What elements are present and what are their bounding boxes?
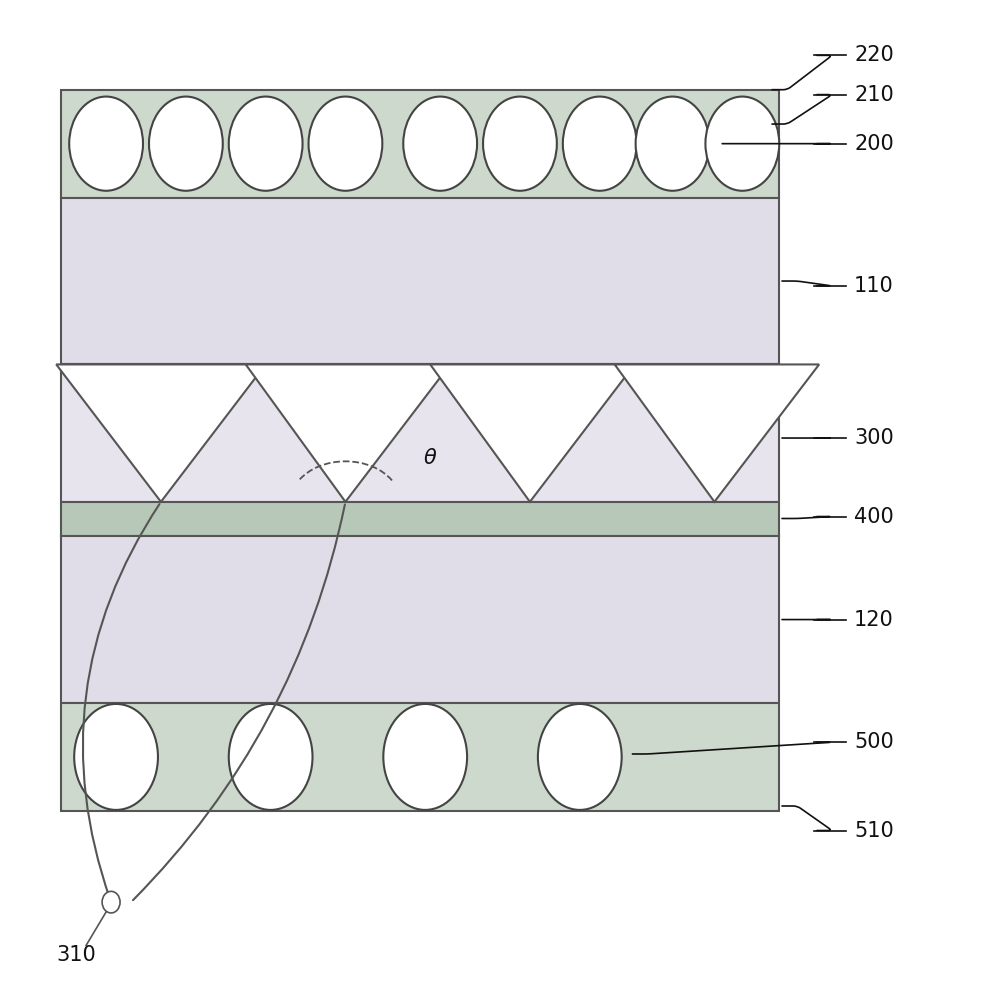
Polygon shape (56, 364, 266, 502)
Ellipse shape (403, 96, 477, 191)
Text: 400: 400 (854, 507, 894, 526)
Bar (61, 536, 779, 703)
Text: 110: 110 (854, 276, 894, 296)
Text: $\theta$: $\theta$ (423, 448, 437, 467)
Polygon shape (615, 364, 819, 502)
Text: 210: 210 (854, 85, 894, 104)
Ellipse shape (309, 96, 382, 191)
Ellipse shape (563, 96, 637, 191)
Bar (61, 90, 779, 198)
Bar (61, 703, 779, 811)
Polygon shape (430, 364, 635, 502)
Ellipse shape (705, 96, 779, 191)
FancyArrowPatch shape (133, 505, 345, 900)
Ellipse shape (636, 96, 709, 191)
Ellipse shape (229, 96, 303, 191)
Ellipse shape (149, 96, 223, 191)
FancyArrowPatch shape (83, 504, 159, 899)
Ellipse shape (538, 704, 622, 810)
Text: 120: 120 (854, 609, 894, 630)
Text: 200: 200 (854, 134, 894, 154)
Ellipse shape (229, 704, 313, 810)
Text: 510: 510 (854, 821, 894, 840)
Bar (61, 502, 779, 536)
Polygon shape (246, 364, 450, 502)
Ellipse shape (383, 704, 467, 810)
Ellipse shape (102, 892, 120, 913)
Text: 310: 310 (56, 946, 96, 965)
Text: 500: 500 (854, 732, 894, 752)
Ellipse shape (483, 96, 557, 191)
Bar (61, 198, 779, 364)
Bar (61, 364, 779, 502)
Ellipse shape (69, 96, 143, 191)
Text: 300: 300 (854, 428, 894, 448)
Ellipse shape (74, 704, 158, 810)
Text: 220: 220 (854, 45, 894, 65)
